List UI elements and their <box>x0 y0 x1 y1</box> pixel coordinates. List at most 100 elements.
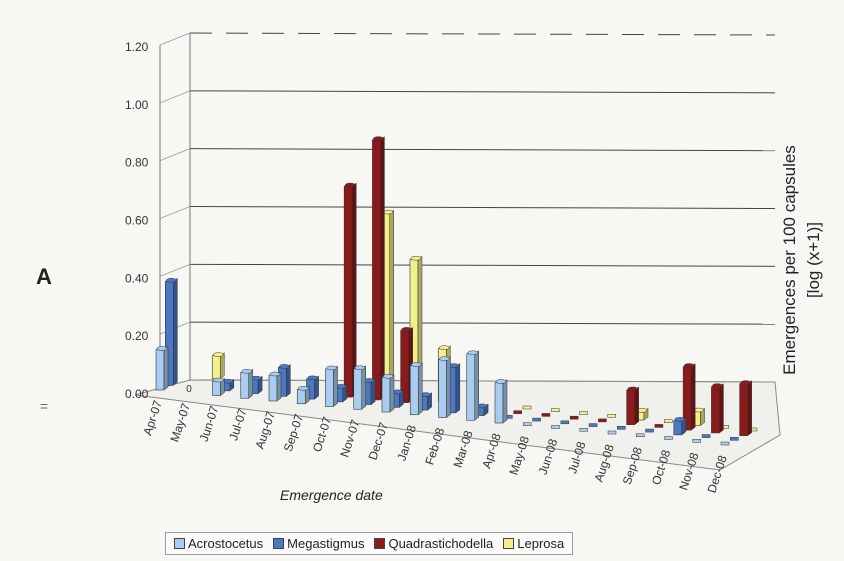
bar <box>212 377 225 396</box>
bar-marks: 0 <box>155 136 758 446</box>
bar <box>626 386 639 426</box>
bar-stub <box>598 418 607 423</box>
bar <box>362 377 376 406</box>
x-axis-label: Emergence date <box>280 487 383 503</box>
bar-side <box>455 363 461 414</box>
x-tick-label: Nov-07 <box>337 418 362 459</box>
legend-swatch <box>374 538 386 549</box>
bar-side <box>389 373 395 413</box>
gridline <box>189 90 776 94</box>
bar <box>391 389 404 408</box>
bar-stub <box>541 413 551 417</box>
bar-side <box>173 277 178 386</box>
y-axis-ticks: 0.00 0.20 0.40 0.60 0.80 1.00 1.20 <box>125 40 149 401</box>
legend-item: Acrostocetus <box>174 536 263 551</box>
bar-top <box>439 345 450 350</box>
bar <box>211 352 225 380</box>
bar-face <box>673 420 683 436</box>
bar-face <box>466 353 476 421</box>
bar-side <box>502 379 508 424</box>
bar <box>739 380 752 437</box>
bar <box>325 365 338 407</box>
bar-stub <box>523 422 532 426</box>
bar <box>692 407 705 426</box>
bar <box>447 363 461 414</box>
x-tick-label: Sep-07 <box>281 412 306 453</box>
bar-zero <box>692 439 701 443</box>
bar <box>372 136 385 401</box>
bar-face <box>372 139 381 401</box>
bar-face <box>381 376 391 413</box>
bar-stub <box>522 405 532 410</box>
gridline <box>189 321 776 325</box>
bar-face <box>626 389 635 425</box>
bar-top <box>401 327 412 332</box>
x-tick-label: Dec-07 <box>366 420 391 461</box>
bar-zero <box>664 436 673 440</box>
x-tick-label: Aug-07 <box>253 409 278 450</box>
chart-walls <box>134 32 781 471</box>
y-tick-label: 0.80 <box>125 156 149 170</box>
bar-face <box>711 386 720 434</box>
bar <box>682 363 696 431</box>
bar-top <box>382 374 394 379</box>
bar-stub <box>607 414 616 418</box>
bar-top <box>627 386 638 392</box>
bar-side <box>333 365 338 407</box>
y-axis-label-line-2: [log (x+1)] <box>804 221 823 299</box>
bar-zero <box>664 419 673 423</box>
bar-top <box>156 346 168 351</box>
bar-zero <box>569 415 579 420</box>
bar-stub <box>560 420 570 425</box>
bar-side <box>719 383 724 434</box>
bar-face <box>409 365 419 416</box>
bar-stub <box>551 408 560 412</box>
bar-top <box>740 380 751 385</box>
bar-zero <box>654 424 664 428</box>
bar <box>409 362 423 416</box>
legend-item: Megastigmus <box>273 536 364 551</box>
bar-face <box>739 383 748 436</box>
bar-stub <box>551 425 560 429</box>
x-tick-label: Apr-07 <box>140 398 165 437</box>
y-tick-label: 0.00 <box>125 387 149 401</box>
bar <box>409 255 423 399</box>
zero-data-label: 0 <box>186 384 192 395</box>
bar-stub <box>692 439 701 443</box>
bar-stub <box>730 437 739 441</box>
bar-face <box>325 368 334 407</box>
bar-side <box>446 356 451 418</box>
bar <box>494 379 508 424</box>
legend-item: Quadrastichodella <box>374 536 493 551</box>
gridline <box>189 206 776 209</box>
bar-top <box>241 368 252 374</box>
bar-stub <box>607 430 617 435</box>
bar-face <box>268 374 278 402</box>
x-tick-label: Jun-07 <box>197 404 222 444</box>
bar-zero <box>720 441 730 446</box>
bar-face <box>353 368 363 410</box>
bar-zero <box>607 430 617 435</box>
gridline-side <box>159 263 191 277</box>
bar-stub <box>720 441 730 446</box>
bar-zero <box>532 417 541 422</box>
bar-stub <box>654 424 664 428</box>
bar-face <box>155 349 165 391</box>
bar-zero <box>523 422 532 426</box>
bar-stub <box>569 415 579 420</box>
bar-face <box>211 355 221 380</box>
bar <box>343 182 357 398</box>
bar-zero <box>522 405 532 410</box>
bar-face <box>494 382 504 424</box>
bar-zero <box>551 425 560 429</box>
bar <box>306 375 319 400</box>
bar-face <box>343 185 353 398</box>
legend: Acrostocetus Megastigmus Quadrastichodel… <box>165 532 574 555</box>
legend-label: Leprosa <box>517 536 565 551</box>
bar <box>165 277 178 386</box>
bar-top <box>354 365 365 371</box>
bar-side <box>248 368 253 399</box>
bar-face <box>438 359 447 418</box>
bar-top <box>326 365 337 371</box>
bar-stub <box>664 436 673 440</box>
